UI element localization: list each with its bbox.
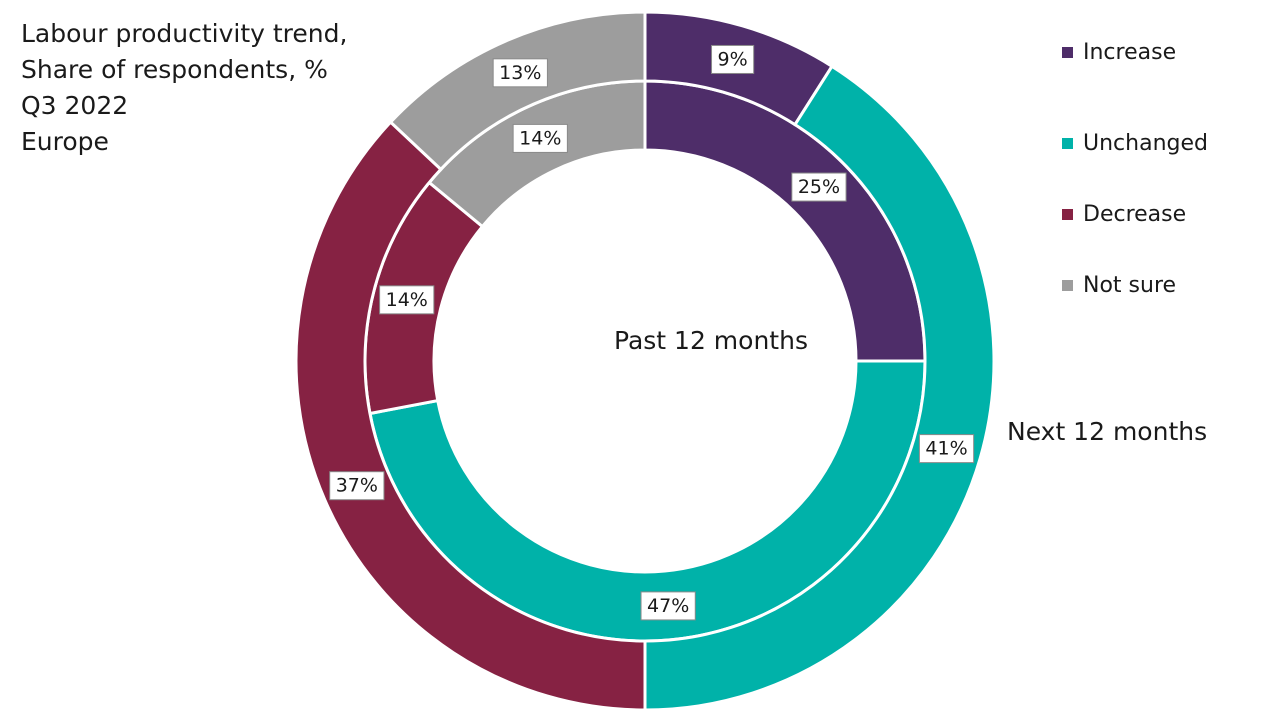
inner-ring-label: Past 12 months xyxy=(614,326,808,355)
legend-item-not-sure: Not sure xyxy=(1062,250,1208,321)
legend-label-increase: Increase xyxy=(1083,39,1177,65)
legend-swatch-unchanged xyxy=(1062,138,1073,149)
title-line-1: Labour productivity trend, xyxy=(21,19,348,48)
outer-ring-label-not-sure: 13% xyxy=(492,58,548,88)
svg-text:14%: 14% xyxy=(519,127,561,149)
inner-ring-label-not-sure: 14% xyxy=(512,123,568,153)
legend-label-decrease: Decrease xyxy=(1083,202,1187,227)
chart-title: Labour productivity trend, Share of resp… xyxy=(21,16,347,160)
legend-swatch-decrease xyxy=(1062,209,1073,220)
svg-text:14%: 14% xyxy=(386,289,428,311)
inner-ring-label-decrease: 14% xyxy=(379,285,435,315)
legend-label-not-sure: Not sure xyxy=(1083,273,1177,298)
legend-label-unchanged: Unchanged xyxy=(1083,131,1208,156)
inner-ring-label-unchanged: 47% xyxy=(640,591,696,621)
svg-text:9%: 9% xyxy=(718,48,748,70)
legend-item-increase: Increase xyxy=(1062,37,1208,67)
svg-text:47%: 47% xyxy=(647,595,689,617)
outer-ring-label-decrease: 37% xyxy=(329,471,385,501)
svg-text:41%: 41% xyxy=(925,438,967,460)
svg-text:13%: 13% xyxy=(499,62,541,84)
outer-ring-label-unchanged: 41% xyxy=(918,434,975,464)
svg-text:37%: 37% xyxy=(336,475,378,497)
legend-swatch-not-sure xyxy=(1062,280,1073,291)
outer-ring-segment-decrease xyxy=(294,119,647,712)
inner-ring-label-increase: 25% xyxy=(791,172,847,202)
svg-text:25%: 25% xyxy=(798,176,840,198)
legend-swatch-increase xyxy=(1062,46,1073,58)
outer-ring-segment-unchanged xyxy=(643,64,996,712)
legend-item-unchanged: Unchanged xyxy=(1062,108,1208,179)
title-line-2: Share of respondents, % xyxy=(21,55,328,84)
outer-ring-label-increase: 9% xyxy=(711,44,755,74)
legend: Increase Unchanged Decrease Not sure xyxy=(1062,37,1208,321)
outer-ring-segment-not-sure xyxy=(388,10,647,172)
outer-ring-label: Next 12 months xyxy=(1007,417,1208,446)
legend-item-decrease: Decrease xyxy=(1062,179,1208,250)
title-line-4: Europe xyxy=(21,127,109,156)
title-line-3: Q3 2022 xyxy=(21,91,129,120)
